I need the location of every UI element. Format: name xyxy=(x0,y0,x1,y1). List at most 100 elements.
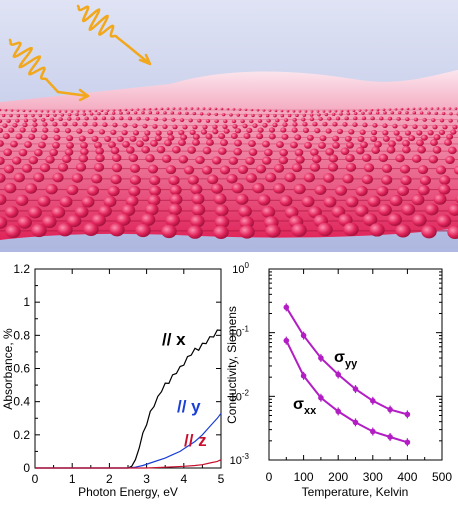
atom xyxy=(428,155,439,164)
atom xyxy=(264,148,273,157)
atom xyxy=(22,122,28,128)
atom xyxy=(370,135,378,143)
atom xyxy=(45,113,50,118)
conductivity-point xyxy=(352,419,359,426)
atom-row xyxy=(0,145,458,157)
atom xyxy=(345,196,359,208)
atom xyxy=(399,164,411,174)
atom xyxy=(325,148,334,156)
atom xyxy=(53,113,57,117)
conductivity-point xyxy=(300,373,307,379)
atom xyxy=(434,111,439,115)
atom xyxy=(371,146,380,154)
conductivity-point xyxy=(370,398,376,404)
atom xyxy=(419,111,424,115)
atom xyxy=(196,107,200,110)
conductivity-x-tick-label: 300 xyxy=(363,470,383,484)
atom xyxy=(379,116,384,121)
atom xyxy=(272,122,278,128)
atom xyxy=(70,110,74,113)
atom xyxy=(58,110,62,113)
atom xyxy=(382,108,386,111)
atom xyxy=(327,116,332,121)
atom xyxy=(144,130,151,136)
atom xyxy=(199,112,204,116)
atom xyxy=(42,122,48,127)
atom xyxy=(53,127,60,134)
atom xyxy=(15,118,20,123)
atom xyxy=(78,135,86,142)
conductivity-series-line xyxy=(285,306,408,416)
atom xyxy=(17,216,32,229)
atom xyxy=(0,216,8,229)
atom xyxy=(207,174,219,185)
atom xyxy=(284,172,296,183)
atom xyxy=(197,118,202,123)
atom xyxy=(92,122,98,127)
atom xyxy=(281,133,289,140)
atom xyxy=(167,134,175,141)
atom-row xyxy=(0,111,458,118)
atom xyxy=(205,133,213,140)
atom xyxy=(210,183,224,194)
atom xyxy=(144,203,159,216)
absorbance-xlabel: Photon Energy, eV xyxy=(78,485,178,499)
atom xyxy=(178,155,189,164)
atom xyxy=(219,165,231,175)
atom xyxy=(421,224,437,239)
atom xyxy=(103,196,117,208)
atom xyxy=(273,114,277,118)
absorbance-series-line xyxy=(35,459,222,469)
atom xyxy=(302,127,310,133)
atom xyxy=(361,116,367,121)
atom xyxy=(100,109,104,113)
atom xyxy=(214,204,229,217)
atom xyxy=(208,107,212,110)
atom xyxy=(192,124,198,130)
atom xyxy=(284,206,299,219)
atom xyxy=(184,107,188,110)
conductivity-xlabel: Temperature, Kelvin xyxy=(302,485,409,499)
atom xyxy=(374,140,382,148)
atom xyxy=(346,109,350,113)
conductivity-x-tick-label: 0 xyxy=(266,470,273,484)
atom xyxy=(318,116,323,121)
charts-svg: 0 1 2 3 4 5 0 0.2 0.4 0.6 0.8 1 1.2 Photon Energy, e… xyxy=(1,261,452,499)
atom xyxy=(280,127,287,133)
atom xyxy=(16,114,21,118)
atom xyxy=(435,165,447,175)
atom xyxy=(413,117,419,122)
atom xyxy=(417,184,430,196)
atom xyxy=(177,111,182,115)
atom xyxy=(33,172,45,183)
atom xyxy=(169,193,183,206)
atom xyxy=(220,107,224,111)
atom xyxy=(372,123,378,128)
atom xyxy=(404,130,412,136)
atom xyxy=(382,135,390,142)
atom xyxy=(212,124,218,130)
atom xyxy=(276,141,284,148)
atom xyxy=(392,123,398,129)
atom xyxy=(222,124,228,129)
atom xyxy=(378,204,392,216)
atom xyxy=(0,193,7,206)
atom xyxy=(314,184,327,196)
atom xyxy=(309,113,314,117)
atom xyxy=(302,113,307,117)
atom xyxy=(136,116,141,121)
atom xyxy=(4,182,17,194)
atom xyxy=(292,122,298,127)
atom xyxy=(323,196,337,208)
series-label-y: // y xyxy=(177,397,201,416)
atom xyxy=(80,147,89,156)
atom xyxy=(142,108,146,111)
conductivity-point xyxy=(370,428,376,435)
atom xyxy=(74,205,89,218)
atom xyxy=(97,112,101,116)
atom xyxy=(229,113,233,117)
atom xyxy=(375,111,380,115)
atom xyxy=(190,184,203,195)
atom xyxy=(34,109,38,113)
atom xyxy=(243,113,248,117)
